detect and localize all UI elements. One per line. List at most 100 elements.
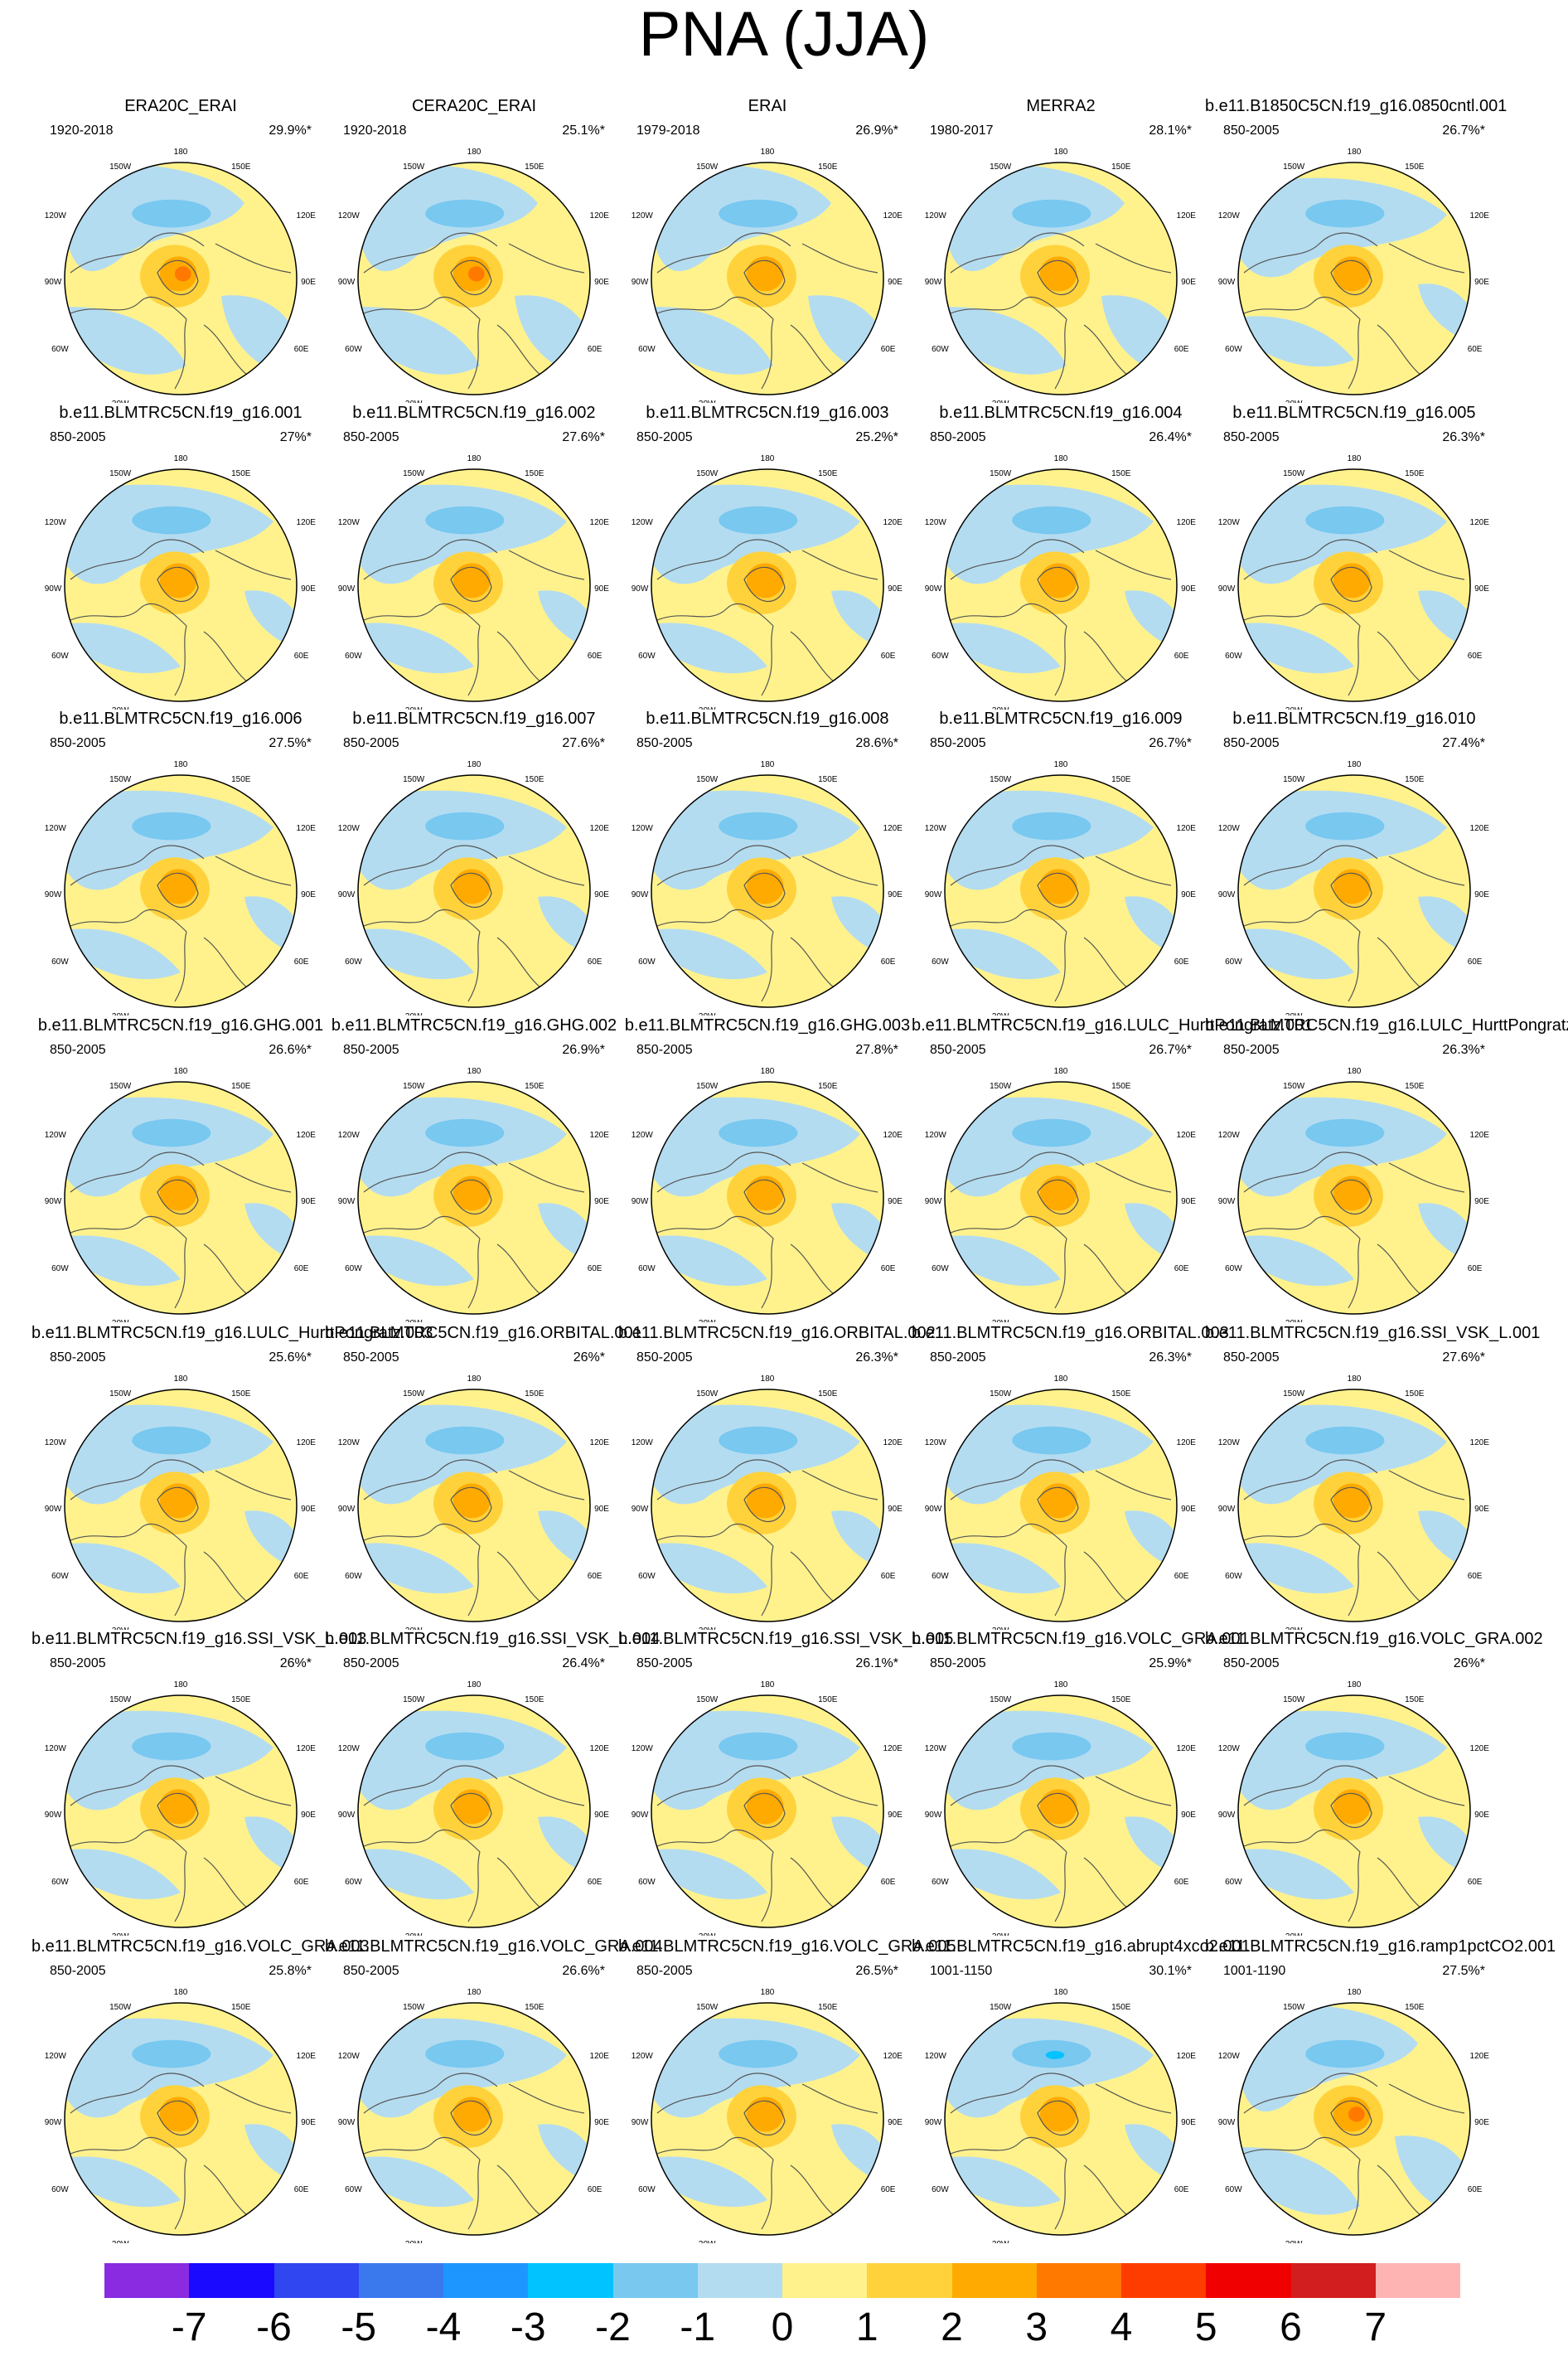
longitude-label: 150W — [696, 162, 719, 172]
coastline — [743, 2100, 786, 2136]
coastline — [363, 1151, 498, 1193]
coastline — [1054, 1545, 1067, 1617]
pacific-negative-center — [132, 1732, 211, 1761]
colorbar-swatch — [443, 2263, 529, 2298]
coastline — [1083, 2165, 1131, 2218]
longitude-label: 60E — [1174, 345, 1189, 354]
map-boundary — [944, 1694, 1178, 1928]
longitude-label: 60E — [1468, 1572, 1483, 1581]
coastline — [1243, 1829, 1361, 1853]
longitude-label: 120W — [338, 1131, 361, 1140]
longitude-label: 60W — [932, 652, 949, 661]
longitude-label: 150W — [109, 1082, 132, 1091]
longitude-label: 150W — [109, 775, 132, 784]
coastline — [790, 631, 838, 685]
polar-map: 180150W150E120W120E90W90E60W60E30W0 — [1218, 148, 1490, 403]
panel-title: b.e11.BLMTRC5CN.f19_g16.GHG.001 — [37, 1016, 324, 1035]
panel-title: ERAI — [748, 97, 787, 115]
panel-variance-explained: 27.5%* — [269, 736, 312, 750]
longitude-label: 90W — [925, 1811, 942, 1820]
panel-variance-explained: 26.6%* — [562, 1964, 605, 1978]
polar-map: 180150W150E120W120E90W90E60W60E30W0 — [1218, 1374, 1490, 1630]
coastline — [743, 1179, 786, 1215]
map-panel: CERA20C_ERAI 1920-2018 25.1%* 180 150W 150E 12… — [325, 96, 623, 403]
longitude-label: 90W — [632, 2118, 649, 2127]
longitude-label: 150E — [231, 1389, 251, 1399]
pacific-negative-center — [132, 1426, 211, 1455]
negative-anomaly-region — [651, 2156, 767, 2208]
coastline — [363, 296, 481, 320]
coastline — [656, 1151, 791, 1193]
polar-positive-core — [746, 1176, 784, 1211]
negative-anomaly-region — [945, 1404, 1154, 1505]
longitude-label: 90W — [338, 1197, 356, 1206]
map-boundary — [1237, 774, 1471, 1008]
panel-period: 850-2005 — [50, 1656, 106, 1670]
longitude-label: 90W — [45, 278, 62, 287]
longitude-label: 90E — [1474, 584, 1489, 594]
longitude-label: 150W — [403, 162, 425, 172]
coastline — [450, 872, 492, 909]
coastline — [1243, 232, 1378, 274]
map-boundary — [357, 1694, 591, 1928]
coastline — [790, 1857, 838, 1911]
coastline — [1095, 1776, 1172, 1806]
longitude-label: 90E — [888, 278, 903, 287]
coastline — [656, 539, 791, 580]
longitude-label: 180 — [174, 1374, 188, 1384]
longitude-label: 90W — [925, 584, 942, 594]
polar-map: 180150W150E120W120E90W90E60W60E30W0 — [925, 1988, 1197, 2243]
panel-title: b.e11.BLMTRC5CN.f19_g16.001 — [59, 404, 302, 422]
longitude-label: 150E — [818, 1082, 838, 1091]
pacific-negative-center — [425, 1118, 505, 1147]
pacific-negative-center — [719, 2039, 798, 2068]
panel-variance-explained: 25.1%* — [562, 124, 605, 138]
longitude-label: 60E — [588, 345, 603, 354]
map-panel: ERAI 1979-2018 26.9%* 180 150W 150E 120W 120E 90… — [618, 96, 917, 403]
polar-positive-core — [452, 869, 491, 904]
longitude-label: 90E — [594, 1197, 609, 1206]
polar-map: 180150W150E120W120E90W90E60W60E30W0 — [338, 760, 610, 1016]
map-panel: b.e11.BLMTRC5CN.f19_g16.VOLC_GRA.005 850-… — [618, 1937, 956, 2243]
colorbar-tick-label: -3 — [510, 2305, 546, 2349]
coastline — [656, 1765, 791, 1806]
longitude-label: 30W — [699, 2240, 716, 2243]
longitude-label: 180 — [1348, 760, 1362, 769]
negative-anomaly-region — [651, 1404, 860, 1505]
panel-title: b.e11.BLMTRC5CN.f19_g16.010 — [1232, 710, 1476, 728]
longitude-label: 60W — [638, 1264, 656, 1273]
longitude-label: 120E — [883, 1131, 903, 1140]
panel-variance-explained: 25.2%* — [855, 430, 898, 444]
longitude-label: 150E — [818, 775, 838, 784]
longitude-label: 150E — [525, 1082, 544, 1091]
coastline — [450, 566, 492, 603]
coastline — [656, 1829, 774, 1853]
negative-anomaly-region — [651, 928, 767, 980]
longitude-label: 60E — [881, 652, 896, 661]
map-panel: b.e11.BLMTRC5CN.f19_g16.VOLC_GRA.002 850-… — [1205, 1629, 1543, 1936]
polar-map: 180150W150E120W120E90W90E60W60E30W0 — [632, 760, 903, 1016]
panel-title: b.e11.BLMTRC5CN.f19_g16.003 — [646, 404, 889, 422]
longitude-label: 90E — [1474, 278, 1489, 287]
polar-map: 180150W150E120W120E90W90E60W60E30W0 — [338, 1374, 610, 1630]
polar-positive-core — [452, 1176, 491, 1211]
panel-variance-explained: 27.5%* — [1442, 1964, 1485, 1978]
longitude-label: 30W — [992, 1626, 1009, 1630]
coastline — [1054, 1238, 1067, 1309]
coastline — [801, 1162, 878, 1193]
longitude-label: 30W — [405, 1932, 423, 1936]
longitude-label: 150E — [1111, 1695, 1131, 1704]
longitude-label: 90E — [1181, 1505, 1196, 1514]
longitude-label: 120E — [297, 1131, 317, 1140]
coastline — [508, 1162, 585, 1193]
longitude-label: 60W — [51, 345, 69, 354]
negative-anomaly-region — [651, 1097, 860, 1197]
panel-period: 1979-2018 — [636, 124, 700, 138]
panel-period: 850-2005 — [50, 1964, 106, 1978]
negative-anomaly-region — [358, 2156, 474, 2208]
longitude-label: 60W — [932, 1878, 949, 1887]
coastline — [1243, 1523, 1361, 1547]
negative-anomaly-region — [358, 1097, 567, 1197]
pacific-negative-center — [719, 506, 798, 535]
panel-period: 850-2005 — [930, 736, 986, 750]
